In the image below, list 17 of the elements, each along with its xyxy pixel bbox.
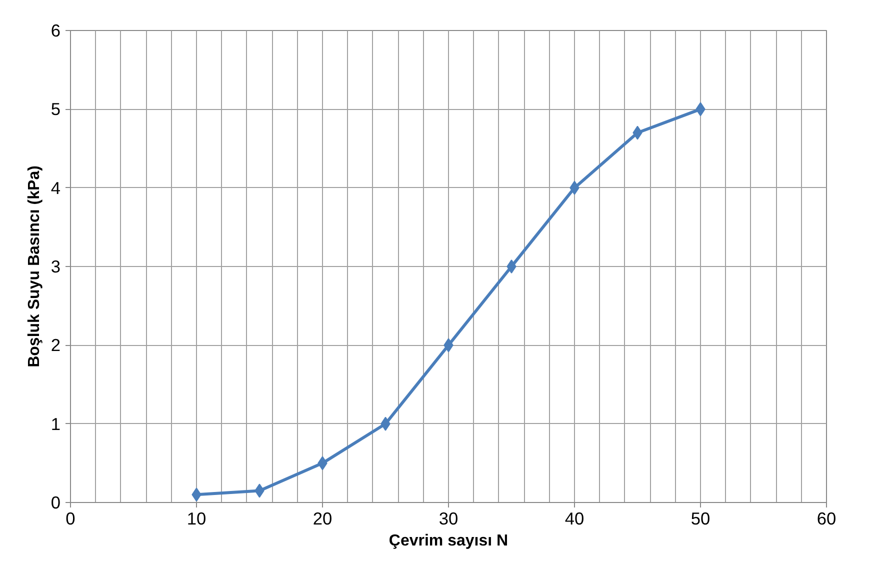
y-tick-label: 6 (50, 20, 61, 40)
point (506, 260, 516, 274)
x-tick-label: 30 (438, 508, 458, 528)
y-tick-label: 1 (50, 414, 61, 434)
y-tick-label: 2 (50, 335, 61, 356)
y-axis-title: Boşluk Suyu Basıncı (kPa) (26, 166, 43, 368)
x-tick-label: 0 (66, 508, 76, 528)
x-tick-label: 50 (690, 508, 710, 528)
x-tick-label: 10 (186, 508, 206, 528)
y-tick-label: 0 (50, 492, 61, 512)
y-tick-label: 3 (50, 256, 61, 276)
x-tick-label: 20 (312, 508, 332, 528)
x-tick-label: 40 (564, 508, 584, 528)
x-axis-title: Çevrim sayısı N (388, 532, 508, 550)
y-tick-label: 5 (50, 99, 61, 120)
y-tick-label: 4 (50, 178, 61, 198)
x-tick-label: 60 (816, 508, 836, 528)
